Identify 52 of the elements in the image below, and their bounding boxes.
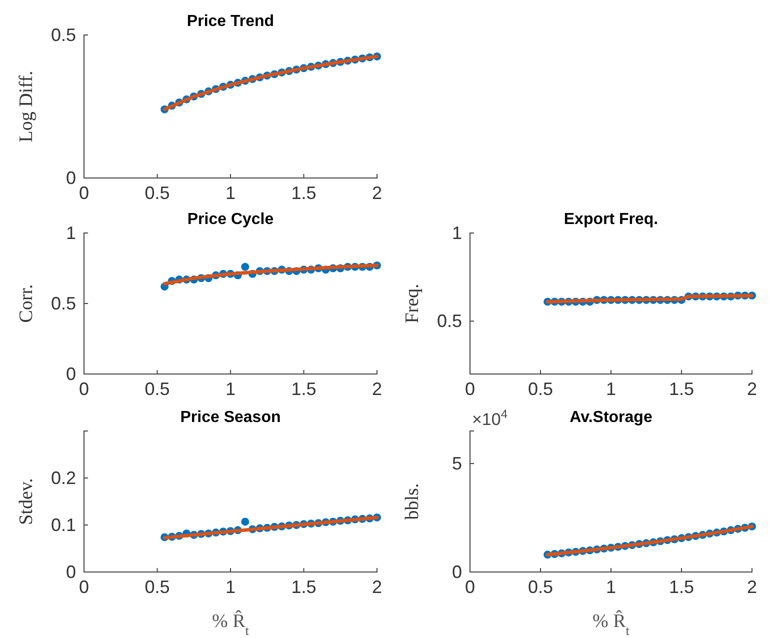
x-tick-label: 0.5: [528, 576, 554, 597]
x-tick-label: 1.5: [291, 378, 316, 399]
x-tick-label: 1.5: [668, 378, 694, 399]
x-tick-label: 1: [225, 576, 236, 597]
y-tick-label: 0.2: [50, 468, 76, 488]
x-tick-label: 1.5: [291, 576, 316, 597]
x-tick-label: 0.5: [528, 378, 554, 399]
y-tick-label: 0.5: [436, 310, 462, 331]
chart-title: Av.Storage: [570, 409, 652, 426]
x-tick-label: 2: [746, 576, 758, 597]
x-tick-label: 0: [78, 378, 90, 399]
x-tick-label: 1: [225, 378, 236, 399]
y-tick-label: 0: [66, 562, 76, 582]
x-tick-label: 0.5: [144, 576, 170, 597]
y-axis-title: Stdev.: [16, 478, 37, 525]
x-tick-label: 1: [606, 576, 616, 597]
y-tick-label: 0: [66, 168, 76, 188]
x-tick-label: 0.5: [144, 378, 170, 399]
chart-title: Price Trend: [186, 13, 274, 30]
x-tick-label: 0: [464, 378, 476, 399]
y-axis-title: Freq.: [402, 284, 423, 324]
y-tick-label: 0: [66, 364, 76, 384]
chart-title: Price Cycle: [187, 211, 274, 228]
chart-title: Export Freq.: [564, 211, 658, 228]
point: [241, 262, 250, 271]
x-tick-label: 2: [372, 182, 382, 203]
x-axis-title: % R̂$_{t}$: [212, 609, 250, 638]
y-tick-label: 1: [452, 222, 462, 243]
x-tick-label: 0.5: [144, 182, 170, 203]
y-axis-title: Corr.: [16, 284, 37, 323]
x-tick-label: 2: [372, 378, 382, 399]
x-tick-label: 2: [746, 378, 758, 399]
chart-title: Price Season: [180, 409, 281, 426]
y-axis-title: Log Diff.: [16, 70, 37, 142]
y-tick-label: 0.5: [50, 24, 76, 45]
x-axis-title: % R̂$_{t}$: [592, 609, 630, 638]
y-tick-label: 0.5: [50, 293, 76, 314]
x-tick-label: 2: [372, 576, 382, 597]
y-tick-label: 0: [452, 562, 462, 582]
text: ×10$^{4}$: [472, 407, 508, 429]
y-tick-label: 1: [66, 222, 76, 243]
x-tick-label: 0: [78, 576, 90, 597]
x-tick-label: 1.5: [668, 576, 694, 597]
point: [241, 518, 250, 526]
y-axis-title: bbls.: [402, 483, 423, 520]
x-tick-label: 1: [606, 378, 616, 399]
x-tick-label: 1: [225, 182, 236, 203]
x-tick-label: 0: [78, 182, 90, 203]
x-tick-label: 1.5: [291, 182, 316, 203]
y-tick-label: 0.1: [50, 514, 76, 535]
x-tick-label: 0: [464, 576, 476, 597]
y-tick-label: 5: [452, 453, 462, 474]
